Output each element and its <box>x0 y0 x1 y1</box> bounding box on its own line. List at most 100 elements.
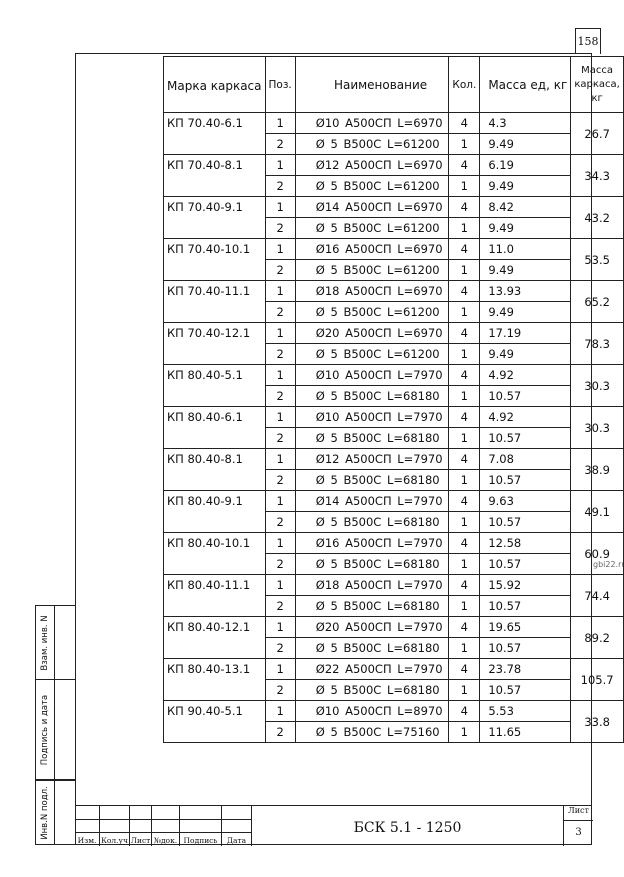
unit-mass: 23.78 <box>479 658 572 680</box>
frame-mass: 65.2 <box>570 280 624 323</box>
tb-col-qty: Кол.уч <box>100 806 130 846</box>
position: 1 <box>264 238 296 260</box>
tb-col-sheet: Лист <box>130 806 152 846</box>
frame-mass: 60.9 <box>570 532 624 575</box>
item-name: Ø18 А500СП L=7970 <box>294 574 450 596</box>
quantity: 1 <box>448 385 481 407</box>
item-name: Ø10 А500СП L=8970 <box>294 700 450 722</box>
stamp-replace-inv-label: Взам. инв. N <box>40 614 50 671</box>
tb-col-date: Дата <box>222 806 252 846</box>
position: 1 <box>264 532 296 554</box>
unit-mass: 10.57 <box>479 595 572 617</box>
item-name: Ø 5 В500С L=68180 <box>294 469 450 491</box>
header-unit-mass: Масса ед, кг <box>479 56 572 113</box>
unit-mass: 9.49 <box>479 259 572 281</box>
frame-mass: 78.3 <box>570 322 624 365</box>
item-name: Ø 5 В500С L=61200 <box>294 217 450 239</box>
quantity: 1 <box>448 343 481 365</box>
position: 2 <box>264 553 296 575</box>
quantity: 4 <box>448 238 481 260</box>
position: 2 <box>264 217 296 239</box>
position: 1 <box>264 574 296 596</box>
unit-mass: 9.49 <box>479 133 572 155</box>
frame-mass: 34.3 <box>570 154 624 197</box>
position: 2 <box>264 511 296 533</box>
frame-mark: КП 80.40-12.1 <box>163 616 266 659</box>
table-row: КП 70.40-6.1 1 Ø10 А500СП L=6970 4 4.3 26.7 <box>163 112 624 155</box>
tb-col-doc: №док. <box>152 806 180 846</box>
unit-mass: 10.57 <box>479 469 572 491</box>
position: 2 <box>264 469 296 491</box>
item-name: Ø 5 В500С L=61200 <box>294 343 450 365</box>
unit-mass: 5.53 <box>479 700 572 722</box>
item-name: Ø 5 В500С L=61200 <box>294 301 450 323</box>
unit-mass: 4.92 <box>479 406 572 428</box>
position: 1 <box>264 280 296 302</box>
table-row: КП 80.40-8.1 1 Ø12 А500СП L=7970 4 7.08 38.9 <box>163 448 624 491</box>
table-row: КП 80.40-13.1 1 Ø22 А500СП L=7970 4 23.78 105… <box>163 658 624 701</box>
frame-mark: КП 80.40-9.1 <box>163 490 266 533</box>
tb-col-signature: Подпись <box>180 806 222 846</box>
frame-mass: 33.8 <box>570 700 624 743</box>
position: 2 <box>264 301 296 323</box>
unit-mass: 9.63 <box>479 490 572 512</box>
unit-mass: 10.57 <box>479 679 572 701</box>
frame-mark: КП 80.40-11.1 <box>163 574 266 617</box>
frame-mark: КП 70.40-12.1 <box>163 322 266 365</box>
item-name: Ø14 А500СП L=6970 <box>294 196 450 218</box>
quantity: 1 <box>448 259 481 281</box>
frame-mass: 49.1 <box>570 490 624 533</box>
position: 2 <box>264 385 296 407</box>
sheet-value: 3 <box>575 827 582 838</box>
stamp-signature-date-label: Подпись и дата <box>40 694 50 765</box>
unit-mass: 11.0 <box>479 238 572 260</box>
quantity: 4 <box>448 658 481 680</box>
sheet-number: 158 <box>575 28 601 54</box>
unit-mass: 4.3 <box>479 112 572 134</box>
position: 2 <box>264 343 296 365</box>
item-name: Ø20 А500СП L=7970 <box>294 616 450 638</box>
unit-mass: 13.93 <box>479 280 572 302</box>
quantity: 4 <box>448 196 481 218</box>
position: 2 <box>264 133 296 155</box>
item-name: Ø 5 В500С L=68180 <box>294 385 450 407</box>
table-row: КП 80.40-12.1 1 Ø20 А500СП L=7970 4 19.65 89.… <box>163 616 624 659</box>
position: 2 <box>264 259 296 281</box>
frame-mark: КП 70.40-8.1 <box>163 154 266 197</box>
unit-mass: 4.92 <box>479 364 572 386</box>
stamp-signature-date: Подпись и дата <box>35 680 75 780</box>
table-row: КП 70.40-10.1 1 Ø16 А500СП L=6970 4 11.0 53.5 <box>163 238 624 281</box>
table-row: КП 80.40-9.1 1 Ø14 А500СП L=7970 4 9.63 49.1 <box>163 490 624 533</box>
unit-mass: 10.57 <box>479 637 572 659</box>
table-row: КП 70.40-9.1 1 Ø14 А500СП L=6970 4 8.42 43.2 <box>163 196 624 239</box>
unit-mass: 10.57 <box>479 385 572 407</box>
item-name: Ø10 А500СП L=6970 <box>294 112 450 134</box>
quantity: 4 <box>448 364 481 386</box>
stamp-inv-original-label: Инв.N подл. <box>40 785 50 840</box>
position: 2 <box>264 175 296 197</box>
item-name: Ø 5 В500С L=68180 <box>294 637 450 659</box>
position: 1 <box>264 322 296 344</box>
quantity: 4 <box>448 154 481 176</box>
unit-mass: 9.49 <box>479 217 572 239</box>
table-row: КП 80.40-5.1 1 Ø10 А500СП L=7970 4 4.92 30.3 <box>163 364 624 407</box>
table-row: КП 80.40-6.1 1 Ø10 А500СП L=7970 4 4.92 30.3 <box>163 406 624 449</box>
position: 1 <box>264 700 296 722</box>
frame-mass: 43.2 <box>570 196 624 239</box>
frame-mark: КП 80.40-8.1 <box>163 448 266 491</box>
unit-mass: 11.65 <box>479 721 572 743</box>
frame-mass: 30.3 <box>570 406 624 449</box>
header-pos: Поз. <box>264 56 296 113</box>
item-name: Ø16 А500СП L=7970 <box>294 532 450 554</box>
title-block: Изм. Кол.уч Лист №док. Подпись Дата БСК … <box>75 805 593 846</box>
unit-mass: 9.49 <box>479 301 572 323</box>
quantity: 4 <box>448 490 481 512</box>
frame-mark: КП 70.40-11.1 <box>163 280 266 323</box>
frame-mass: 105.7 <box>570 658 624 701</box>
